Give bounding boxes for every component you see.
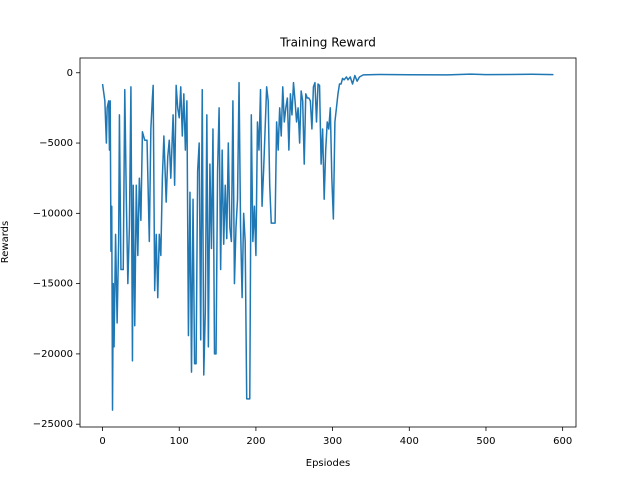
chart-title: Training Reward <box>279 36 376 50</box>
y-tick-label: −15000 <box>33 279 73 290</box>
y-tick-label: 0 <box>67 68 73 79</box>
x-axis-label: Epsiodes <box>306 458 350 469</box>
x-tick-label: 600 <box>553 436 572 447</box>
plot-frame <box>79 57 577 428</box>
x-tick-label: 0 <box>99 436 105 447</box>
x-tick-label: 100 <box>170 436 189 447</box>
y-tick-label: −25000 <box>33 419 73 430</box>
x-tick-label: 300 <box>323 436 342 447</box>
y-tick-label: −5000 <box>39 138 73 149</box>
y-axis-label: Rewards <box>0 221 11 263</box>
x-tick-label: 200 <box>246 436 265 447</box>
x-tick-label: 500 <box>476 436 495 447</box>
series-line <box>101 73 554 411</box>
y-tick-label: −10000 <box>33 208 73 219</box>
x-tick-label: 400 <box>400 436 419 447</box>
y-tick-label: −20000 <box>33 349 73 360</box>
